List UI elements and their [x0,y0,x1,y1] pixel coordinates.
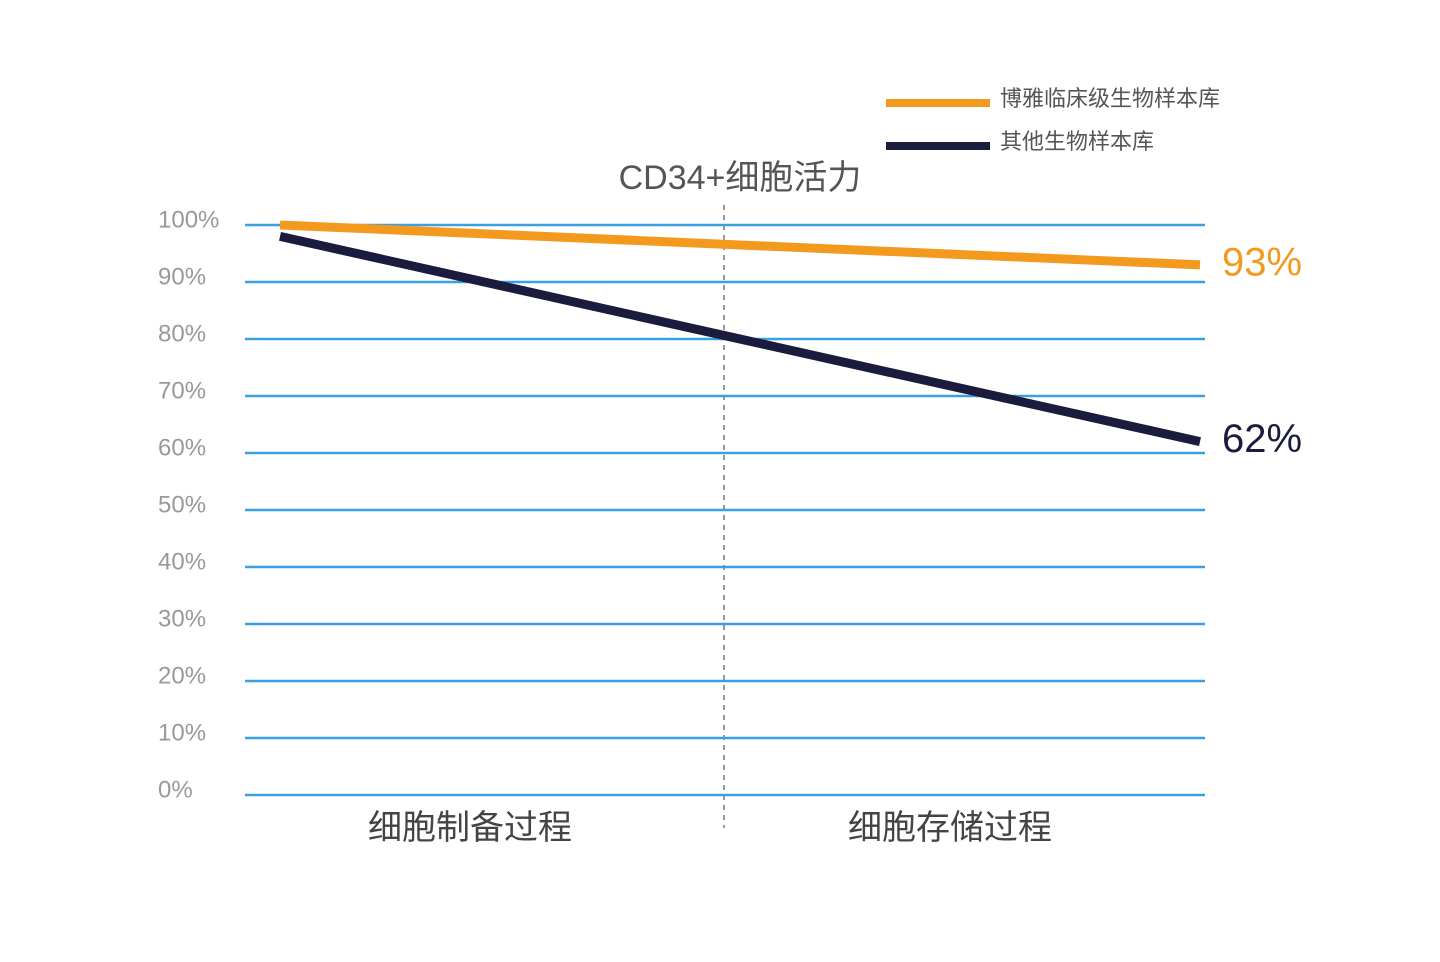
y-tick-label: 20% [158,662,206,689]
y-tick-label: 100% [158,206,219,233]
y-tick-label: 10% [158,719,206,746]
chart-title: CD34+细胞活力 [619,159,862,197]
value-label: 62% [1222,417,1302,461]
y-tick-label: 40% [158,548,206,575]
y-tick-label: 30% [158,605,206,632]
value-label: 93% [1222,240,1302,284]
x-tick-label: 细胞制备过程 [368,809,572,847]
series-line [279,232,1201,446]
y-tick-label: 70% [158,377,206,404]
y-tick-label: 80% [158,320,206,347]
y-tick-label: 0% [158,776,193,803]
series-line [279,220,1201,270]
y-tick-label: 50% [158,491,206,518]
y-tick-label: 90% [158,263,206,290]
legend-label: 其他生物样本库 [1000,129,1154,154]
y-tick-label: 60% [158,434,206,461]
legend-label: 博雅临床级生物样本库 [1000,86,1220,111]
x-tick-label: 细胞存储过程 [848,809,1052,847]
